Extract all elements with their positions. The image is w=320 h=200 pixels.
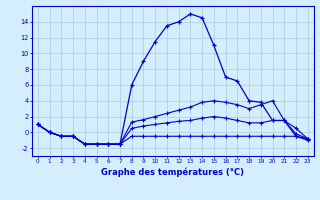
X-axis label: Graphe des températures (°C): Graphe des températures (°C) xyxy=(101,167,244,177)
